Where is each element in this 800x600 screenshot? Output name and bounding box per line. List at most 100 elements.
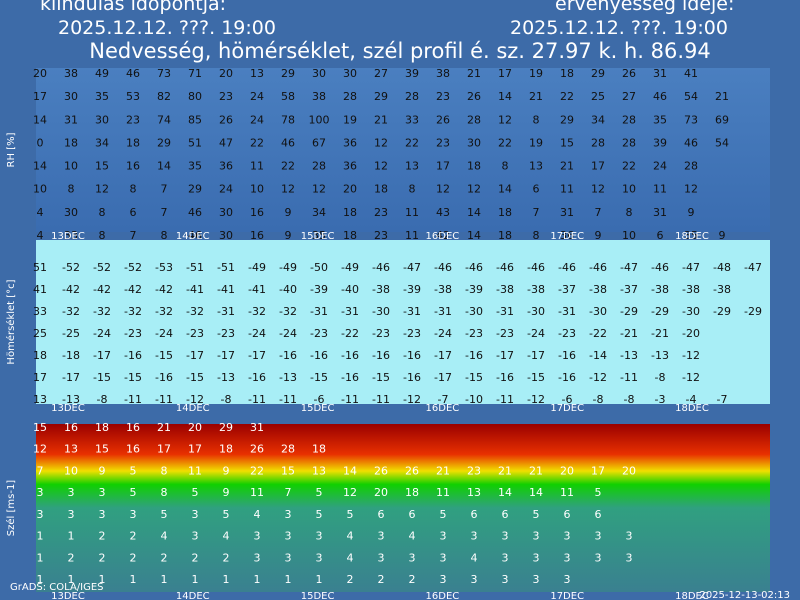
cell-value: 15 <box>33 421 47 434</box>
cell-value: -42 <box>155 283 173 296</box>
cell-value: -52 <box>93 261 111 274</box>
cell-value: -25 <box>62 327 80 340</box>
cell-value: 11 <box>653 183 667 196</box>
cell-value: 18 <box>312 443 326 456</box>
cell-value: 2 <box>192 551 199 564</box>
cell-value: -15 <box>527 371 545 384</box>
cell-value: 8 <box>409 183 416 196</box>
cell-value: 14 <box>467 229 481 242</box>
cell-value: -16 <box>372 349 390 362</box>
cell-value: 20 <box>219 67 233 80</box>
cell-value: 5 <box>347 508 354 521</box>
cell-value: 7 <box>595 206 602 219</box>
cell-value: 31 <box>653 67 667 80</box>
cell-value: 3 <box>595 551 602 564</box>
cell-value: 21 <box>467 67 481 80</box>
cell-value: 28 <box>467 113 481 126</box>
cell-value: -4 <box>686 393 697 406</box>
cell-value: 20 <box>560 464 574 477</box>
cell-value: 16 <box>126 443 140 456</box>
cell-value: 20 <box>343 183 357 196</box>
cell-value: 3 <box>626 551 633 564</box>
cell-value: 28 <box>591 136 605 149</box>
cell-value: 8 <box>130 183 137 196</box>
cell-value: 2 <box>99 551 106 564</box>
cell-value: -17 <box>62 371 80 384</box>
cell-value: 26 <box>622 67 636 80</box>
cell-value: 30 <box>467 136 481 149</box>
cell-value: -12 <box>682 349 700 362</box>
cell-value: 10 <box>250 183 264 196</box>
cell-value: -10 <box>465 393 483 406</box>
cell-value: 12 <box>374 160 388 173</box>
cell-value: -8 <box>624 393 635 406</box>
cell-value: 9 <box>285 206 292 219</box>
cell-value: 12 <box>498 113 512 126</box>
cell-value: 21 <box>374 113 388 126</box>
cell-value: 10 <box>64 464 78 477</box>
cell-value: 17 <box>498 67 512 80</box>
cell-value: -21 <box>651 327 669 340</box>
cell-value: 46 <box>653 90 667 103</box>
cell-value: -17 <box>248 349 266 362</box>
cell-value: -39 <box>310 283 328 296</box>
cell-value: -23 <box>403 327 421 340</box>
cell-value: 4 <box>471 551 478 564</box>
cell-value: 21 <box>560 160 574 173</box>
cell-value: -23 <box>186 327 204 340</box>
cell-value: -29 <box>651 305 669 318</box>
cell-value: -12 <box>682 371 700 384</box>
cell-value: 11 <box>405 206 419 219</box>
cell-value: 2 <box>409 573 416 586</box>
cell-value: 29 <box>591 67 605 80</box>
cell-value: 16 <box>64 421 78 434</box>
cell-value: 12 <box>312 183 326 196</box>
date-label: 16DEC <box>426 403 460 414</box>
cell-value: -46 <box>434 261 452 274</box>
cell-value: 3 <box>37 508 44 521</box>
cell-value: 18 <box>374 183 388 196</box>
cell-value: -52 <box>62 261 80 274</box>
cell-value: -24 <box>434 327 452 340</box>
cell-value: -38 <box>434 283 452 296</box>
date-label: 15DEC <box>301 403 335 414</box>
cell-value: 6 <box>502 508 509 521</box>
cell-value: -37 <box>558 283 576 296</box>
cell-value: 1 <box>192 573 199 586</box>
cell-value: 2 <box>223 551 230 564</box>
cell-value: 4 <box>223 530 230 543</box>
cell-value: -11 <box>496 393 514 406</box>
cell-value: 5 <box>316 486 323 499</box>
cell-value: 31 <box>653 206 667 219</box>
date-label: 17DEC <box>550 231 584 242</box>
cell-value: 10 <box>64 160 78 173</box>
cell-value: 5 <box>440 508 447 521</box>
cell-value: -3 <box>655 393 666 406</box>
date-label: 13DEC <box>51 591 85 600</box>
cell-value: -12 <box>527 393 545 406</box>
date-label: 15DEC <box>301 591 335 600</box>
valid-label: érvényesség ideje: <box>555 0 734 15</box>
cell-value: 23 <box>436 136 450 149</box>
cell-value: 5 <box>316 508 323 521</box>
cell-value: -16 <box>155 371 173 384</box>
cell-value: -11 <box>372 393 390 406</box>
cell-value: 3 <box>533 530 540 543</box>
cell-value: 36 <box>343 160 357 173</box>
cell-value: 18 <box>405 486 419 499</box>
cell-value: 21 <box>529 90 543 103</box>
cell-value: -23 <box>465 327 483 340</box>
cell-value: 15 <box>560 136 574 149</box>
cell-value: 20 <box>188 421 202 434</box>
cell-value: 18 <box>95 421 109 434</box>
cell-value: 3 <box>564 573 571 586</box>
cell-value: 3 <box>99 508 106 521</box>
cell-value: 20 <box>374 486 388 499</box>
cell-value: 73 <box>157 67 171 80</box>
cell-value: -49 <box>341 261 359 274</box>
cell-value: 29 <box>374 90 388 103</box>
cell-value: 34 <box>312 206 326 219</box>
cell-value: 5 <box>192 486 199 499</box>
cell-value: 82 <box>157 90 171 103</box>
